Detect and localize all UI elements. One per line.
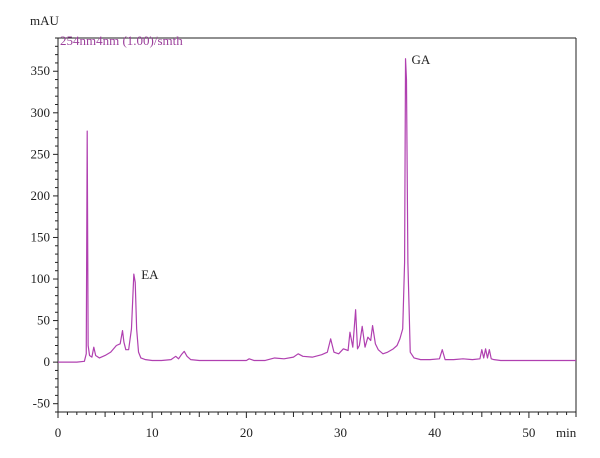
series-line-0 [58,58,576,363]
y-tick-label: 200 [31,188,51,203]
x-ticks: 0 10 20 30 40 50 [55,412,577,440]
legend-series-label: 254nm4nm (1.00)/smth [60,33,183,48]
y-tick-label: 250 [31,146,51,161]
x-tick-label: 20 [240,425,253,440]
y-tick-label: -50 [33,396,50,411]
x-tick-label: 0 [55,425,62,440]
x-tick-label: 10 [146,425,159,440]
y-tick-label: 300 [31,105,51,120]
x-tick-label: 30 [334,425,347,440]
x-axis-unit-label: min [556,425,577,440]
x-tick-label: 40 [428,425,441,440]
y-tick-label: 150 [31,229,51,244]
y-tick-label: 100 [31,271,51,286]
y-tick-label: 0 [44,354,51,369]
peak-annotations: EA GA [141,52,431,282]
x-tick-label: 50 [522,425,535,440]
axes [57,37,577,413]
peak-label-ga: GA [412,52,431,67]
y-tick-label: 350 [31,63,51,78]
series-group [58,58,576,363]
y-axis-unit-label: mAU [30,13,60,28]
y-tick-label: 50 [37,313,50,328]
peak-label-ea: EA [141,267,159,282]
y-ticks: -50 0 50 100 150 200 250 300 350 [31,37,58,413]
